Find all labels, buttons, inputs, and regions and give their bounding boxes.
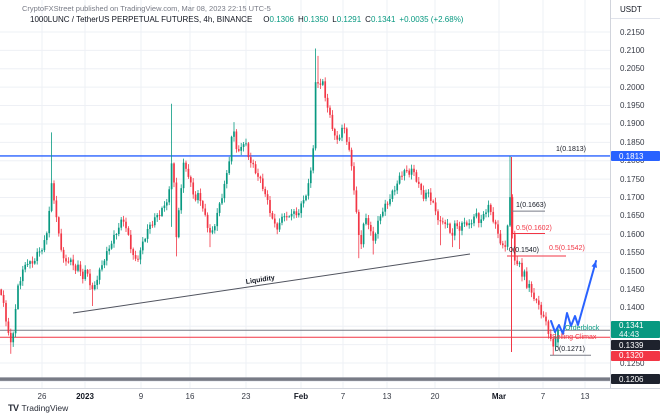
chart-pane[interactable] <box>0 0 610 388</box>
price-tick: 0.2100 <box>620 45 645 55</box>
ohlc-readout: O0.1306 H0.1350 L0.1291 C0.1341 +0.0035 (+2.… <box>259 15 463 24</box>
price-tick: 0.1850 <box>620 137 645 147</box>
time-tick: Mar <box>491 391 507 401</box>
price-label-0.1206: 0.1206 <box>611 374 660 384</box>
tradingview-watermark-text: TradingView <box>21 403 69 413</box>
low-key: L <box>332 15 337 24</box>
fib-label-1542: 0.5(0.1542) <box>549 244 585 252</box>
price-tick: 0.1450 <box>620 284 645 294</box>
level-lines <box>0 155 610 381</box>
time-tick: Feb <box>293 391 309 401</box>
price-label-0.1339: 0.1339 <box>611 340 660 350</box>
time-tick: 7 <box>540 391 546 401</box>
tradingview-watermark[interactable]: TV TradingView <box>8 403 68 413</box>
price-label-0.1813: 0.1813 <box>611 151 660 161</box>
open-value: 0.1306 <box>269 15 294 24</box>
time-tick: 26 <box>37 391 47 401</box>
time-tick: 23 <box>241 391 251 401</box>
open-key: O <box>263 15 270 24</box>
price-tick: 0.1750 <box>620 174 645 184</box>
low-value: 0.1291 <box>336 15 362 24</box>
quote-currency: USDT <box>611 0 660 19</box>
time-tick: 2023 <box>76 391 94 401</box>
time-tick: 13 <box>580 391 590 401</box>
time-tick: 20 <box>430 391 440 401</box>
candles <box>0 48 559 356</box>
change-value: +0.0035 (+2.68%) <box>399 15 464 24</box>
price-label-0.1341: 0.1341 44:43 <box>611 321 660 339</box>
price-tick: 0.1600 <box>620 229 645 239</box>
price-label-0.1320: 0.1320 <box>611 350 660 361</box>
orderblock-label: Orderblock <box>565 325 600 332</box>
fib-label-1813: 1(0.1813) <box>556 146 586 153</box>
price-tick: 0.2150 <box>620 27 645 37</box>
selling-climax-label: Selling Climax <box>552 333 597 341</box>
fib-label-1602: 0.5(0.1602) <box>516 224 552 232</box>
candlestick-chart[interactable] <box>0 0 610 388</box>
high-value: 0.1350 <box>303 15 329 24</box>
price-tick: 0.2050 <box>620 64 645 74</box>
price-tick: 0.1500 <box>620 266 645 276</box>
drawings <box>72 157 598 356</box>
time-axis[interactable]: 26 2023 9 16 23 Feb 7 13 20 Mar 7 13 <box>0 388 660 403</box>
price-tick: 0.1650 <box>620 211 645 221</box>
fib-label-1540: 0(0.1540) <box>509 247 539 254</box>
high-key: H <box>298 15 304 24</box>
fib-label-1271: 0(0.1271) <box>555 346 585 353</box>
projection-arrow[interactable] <box>550 260 597 335</box>
price-tick: 0.1950 <box>620 101 645 111</box>
time-tick: 9 <box>138 391 144 401</box>
price-tick: 0.1700 <box>620 193 645 202</box>
symbol-header: 1000LUNC / TetherUS PERPETUAL FUTURES, 4… <box>30 15 463 24</box>
symbol-title: 1000LUNC / TetherUS PERPETUAL FUTURES, 4… <box>30 15 253 24</box>
fib-label-1663: 1(0.1663) <box>516 202 546 209</box>
close-value: 0.1341 <box>370 15 396 24</box>
price-tick: 0.1250 <box>620 358 645 368</box>
liquidity-trendline[interactable] <box>72 253 471 314</box>
price-tick: 0.1900 <box>620 119 645 129</box>
time-tick: 13 <box>382 391 392 401</box>
projection-arrowhead <box>591 261 598 268</box>
close-key: C <box>365 15 371 24</box>
countdown-timer: 44:43 <box>619 329 640 339</box>
grid <box>0 0 610 388</box>
price-tick: 0.1400 <box>620 303 645 313</box>
time-tick: 7 <box>340 391 346 401</box>
tradingview-logo-icon: TV <box>8 403 19 413</box>
time-tick: 16 <box>185 391 195 401</box>
publish-byline: CryptoFXStreet published on TradingView.… <box>22 4 271 13</box>
price-tick: 0.2000 <box>620 82 645 92</box>
price-axis[interactable]: USDT 0.2150 0.2100 0.2050 0.2000 0.1950 0.190… <box>610 0 660 388</box>
price-tick: 0.1550 <box>620 248 645 258</box>
